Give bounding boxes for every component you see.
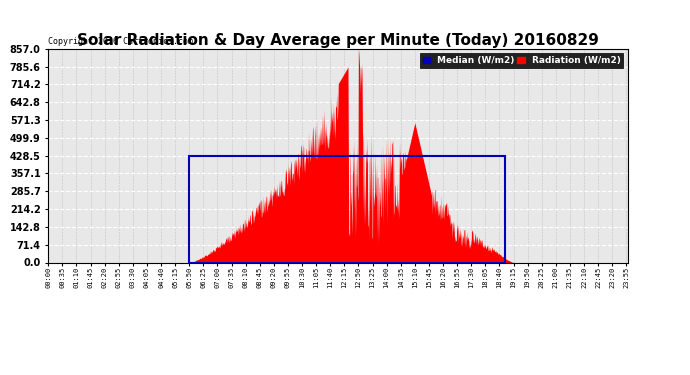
Bar	[189, 156, 506, 262]
Legend: Median (W/m2), Radiation (W/m2): Median (W/m2), Radiation (W/m2)	[420, 53, 623, 68]
Text: Copyright 2016 Cartronics.com: Copyright 2016 Cartronics.com	[48, 38, 193, 46]
Title: Solar Radiation & Day Average per Minute (Today) 20160829: Solar Radiation & Day Average per Minute…	[77, 33, 599, 48]
